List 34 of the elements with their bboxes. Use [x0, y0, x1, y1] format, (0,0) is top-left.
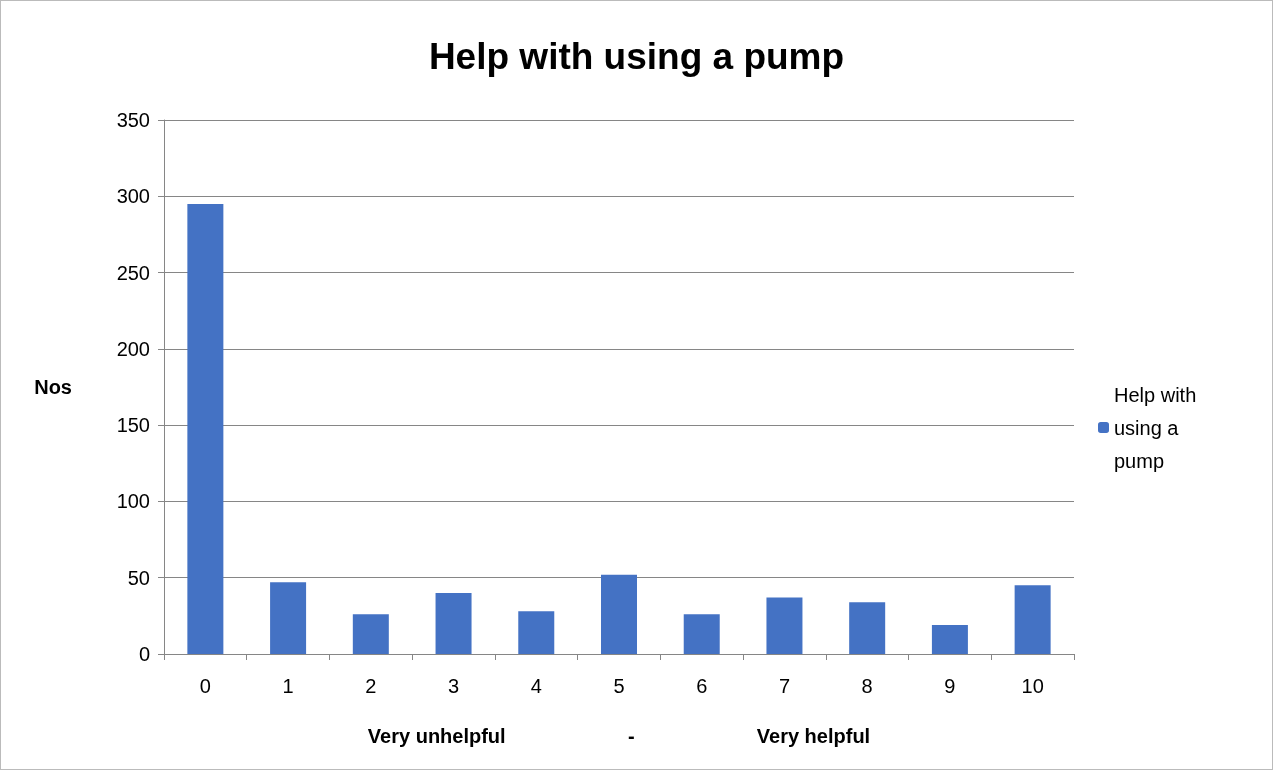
- chart-title: Help with using a pump: [428, 36, 845, 77]
- x-tick-label: 4: [530, 675, 542, 697]
- bar: [518, 611, 555, 654]
- x-tick-label: 1: [282, 675, 294, 697]
- bar: [766, 597, 803, 654]
- legend-label: Help with using a pump: [1114, 383, 1202, 472]
- bar: [1014, 585, 1051, 654]
- x-tick-label: 10: [1021, 675, 1044, 697]
- x-tick-label: 8: [861, 675, 873, 697]
- y-tick-label: 100: [116, 490, 150, 513]
- bar: [683, 614, 720, 654]
- y-tick-label: 0: [138, 643, 150, 665]
- y-tick-label: 350: [116, 109, 150, 131]
- x-axis-title: Very unhelpful - Very helpful: [367, 725, 871, 747]
- x-tick-label: 7: [778, 675, 791, 697]
- bar: [352, 614, 389, 654]
- bar: [849, 602, 886, 654]
- y-tick-label: 200: [116, 337, 150, 360]
- bar: [435, 592, 472, 654]
- bar: [270, 582, 307, 654]
- y-tick-label: 300: [116, 185, 150, 208]
- y-tick-label: 250: [116, 261, 150, 284]
- x-tick-label: 0: [199, 675, 211, 697]
- y-tick-label: 150: [116, 414, 150, 437]
- y-axis-title: Nos: [34, 376, 72, 398]
- bar: [187, 203, 224, 654]
- x-tick-label: 2: [365, 675, 377, 697]
- x-tick-label: 3: [447, 675, 460, 697]
- bar: [601, 574, 637, 654]
- x-tick-label: 9: [944, 675, 956, 697]
- x-tick-label: 6: [696, 675, 708, 697]
- bar: [931, 625, 968, 654]
- y-tick-label: 50: [127, 566, 150, 589]
- x-tick-label: 5: [613, 675, 625, 697]
